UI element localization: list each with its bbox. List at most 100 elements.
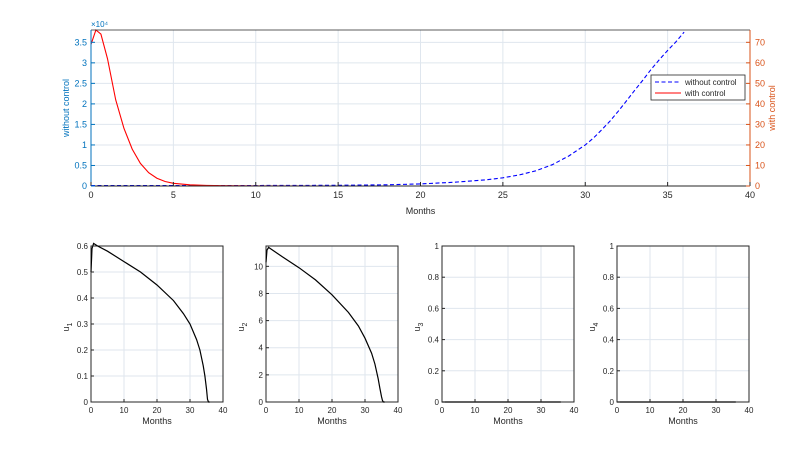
x-axis-label: Months [406,206,436,216]
y-tick-label: 0.8 [603,273,615,282]
left-tick-label: 3 [82,58,87,68]
y-tick-label: 8 [259,289,264,298]
right-tick-label: 70 [755,37,765,47]
x-axis-label: Months [317,416,347,426]
x-tick-label: 40 [570,406,579,415]
x-tick-label: 20 [415,190,425,200]
x-tick-label: 30 [361,406,370,415]
y-tick-label: 0 [435,398,440,407]
y-tick-label: 0 [259,398,264,407]
x-tick-label: 10 [251,190,261,200]
left-tick-label: 0.5 [74,160,87,170]
left-tick-label: 1.5 [74,119,87,129]
y-tick-label: 0.6 [77,242,89,251]
x-tick-label: 25 [498,190,508,200]
y-tick-label: 0.2 [428,367,440,376]
y-axis-label-base: u [236,326,246,331]
y-axis-label-subscript: 2 [242,322,249,326]
right-tick-label: 40 [755,99,765,109]
legend: without control with control [650,74,746,101]
right-tick-label: 10 [755,160,765,170]
right-tick-label: 50 [755,78,765,88]
y-tick-label: 4 [259,344,264,353]
right-tick-label: 0 [755,181,760,191]
left-tick-label: 0 [82,181,87,191]
y-tick-label: 0.6 [603,304,615,313]
y-axis-label: u3 [412,322,425,331]
left-tick-label: 1 [82,140,87,150]
right-axis-label: with control [767,85,777,132]
x-tick-label: 20 [504,406,513,415]
x-tick-label: 20 [153,406,162,415]
y-tick-label: 0.2 [77,346,89,355]
left-axis-exponent: ×10⁴ [91,20,109,29]
x-tick-label: 20 [679,406,688,415]
y-axis-label-subscript: 3 [418,322,425,326]
series-line [265,246,385,403]
x-tick-label: 5 [171,190,176,200]
legend-label: without control [684,78,737,87]
x-tick-label: 20 [328,406,337,415]
y-axis-label: u1 [61,322,74,331]
main-chart: 0 5 10 15 20 25 30 35 40 Months 0 0.5 1 1.5 2 2.5 3 3.5 ×1… [61,20,777,216]
x-tick-label: 40 [219,406,228,415]
y-tick-label: 2 [259,371,264,380]
control-chart-u3: 0 10 20 30 40 0 0.2 0.4 0.6 0.8 1 Months u3 [412,242,579,426]
x-tick-label: 0 [440,406,445,415]
x-tick-label: 0 [88,190,93,200]
control-chart-u1: 0 10 20 30 40 0 0.1 0.2 0.3 0.4 0.5 0.6 Months u1 [61,242,228,426]
y-tick-label: 10 [254,262,263,271]
y-tick-label: 0.2 [603,367,615,376]
left-tick-label: 2 [82,99,87,109]
y-tick-label: 0 [84,398,89,407]
x-axis-label: Months [493,416,523,426]
right-tick-label: 60 [755,58,765,68]
control-chart-u4: 0 10 20 30 40 0 0.2 0.4 0.6 0.8 1 Months u4 [587,242,754,426]
x-tick-label: 30 [580,190,590,200]
legend-box [650,74,746,101]
legend-label: with control [684,89,726,98]
x-axis-label: Months [142,416,172,426]
y-tick-label: 0.1 [77,372,89,381]
x-tick-label: 0 [264,406,269,415]
left-axis-label: without control [61,79,71,138]
right-tick-label: 20 [755,140,765,150]
left-tick-label: 2.5 [74,78,87,88]
x-tick-label: 0 [615,406,620,415]
x-tick-label: 30 [186,406,195,415]
x-tick-label: 15 [333,190,343,200]
series-line [90,242,210,403]
series-line-without-control [91,31,685,187]
y-tick-label: 0.6 [428,304,440,313]
x-tick-label: 40 [394,406,403,415]
x-tick-label: 0 [89,406,94,415]
x-tick-label: 40 [745,406,754,415]
x-tick-label: 10 [295,406,304,415]
x-tick-label: 30 [537,406,546,415]
y-tick-label: 1 [610,242,615,251]
y-tick-label: 0.4 [428,336,440,345]
y-axis-label-base: u [587,326,597,331]
y-tick-label: 0.3 [77,320,89,329]
y-axis-label: u2 [236,322,249,331]
x-tick-label: 30 [712,406,721,415]
y-tick-label: 0.5 [77,268,89,277]
x-tick-label: 10 [646,406,655,415]
y-tick-label: 0.8 [428,273,440,282]
y-tick-label: 6 [259,317,264,326]
y-tick-label: 1 [435,242,440,251]
y-axis-label-subscript: 1 [67,322,74,326]
right-tick-label: 30 [755,119,765,129]
x-tick-label: 40 [745,190,755,200]
x-tick-label: 10 [471,406,480,415]
y-tick-label: 0 [610,398,615,407]
x-tick-label: 35 [663,190,673,200]
y-tick-label: 0.4 [77,294,89,303]
y-axis-label-base: u [61,326,71,331]
left-tick-label: 3.5 [74,37,87,47]
x-axis-label: Months [668,416,698,426]
y-tick-label: 0.4 [603,336,615,345]
